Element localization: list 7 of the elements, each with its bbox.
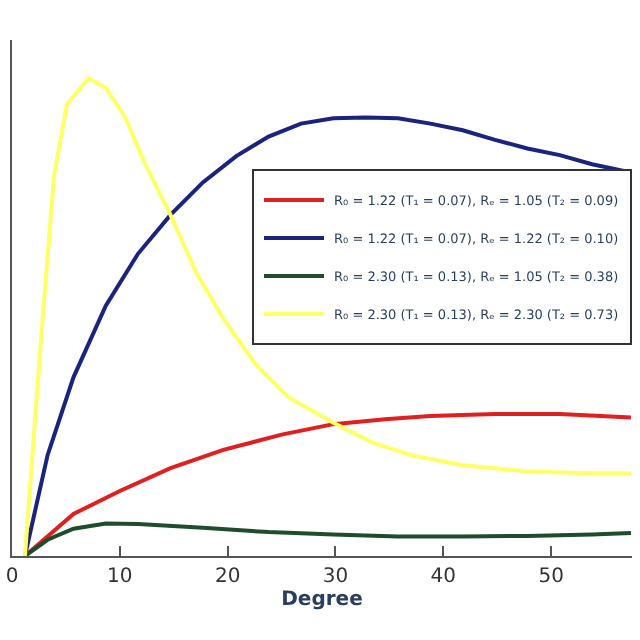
x-tick-label: 50 [538, 566, 564, 588]
x-tick-label: 0 [5, 566, 19, 588]
x-tick-label: 10 [107, 566, 133, 588]
x-tick-label: 20 [214, 566, 241, 588]
x-axis-title: Degree [281, 589, 364, 611]
x-tick-label: 40 [430, 566, 457, 588]
x-tick-label: 30 [322, 566, 349, 588]
